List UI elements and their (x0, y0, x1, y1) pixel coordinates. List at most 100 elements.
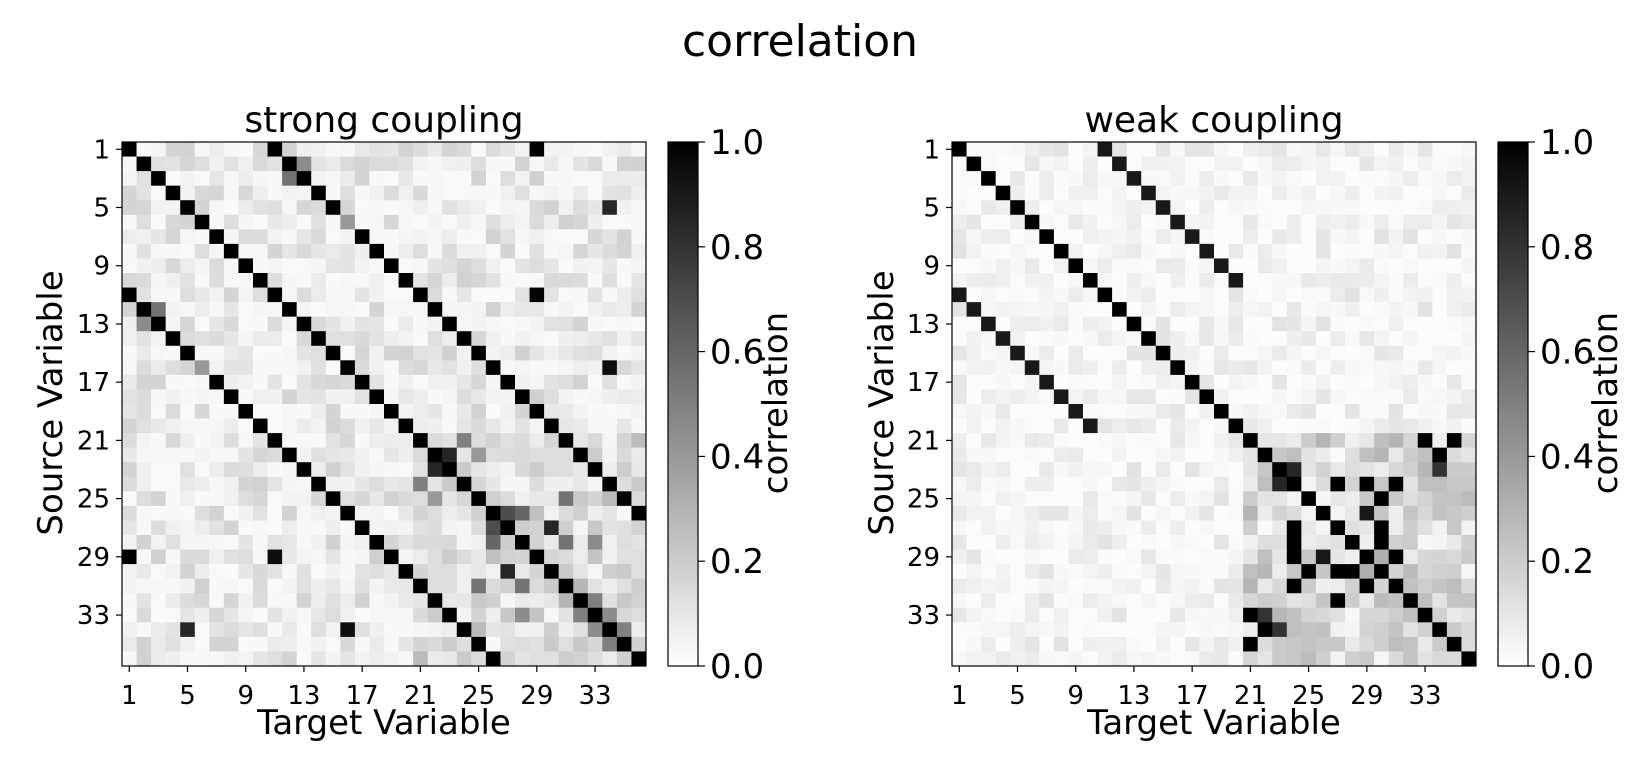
heatmap-cell-r12-c22 (1257, 302, 1273, 317)
heatmap-cell-r18-c6 (1024, 389, 1040, 405)
heatmap-cell-r22-c9 (238, 447, 254, 463)
heatmap-cell-r10-c17 (354, 273, 370, 288)
heatmap-cell-r14-c36 (631, 331, 647, 347)
heatmap-cell-r10-c7 (209, 273, 225, 288)
heatmap-cell-r30-c22 (427, 564, 443, 579)
heatmap-cell-r34-c16 (1170, 622, 1186, 638)
heatmap-cell-r15-c6 (194, 345, 210, 361)
heatmap-cell-r26-c25 (1301, 505, 1317, 521)
heatmap-cell-r36-c25 (1301, 651, 1317, 667)
heatmap-cell-r7-c31 (1388, 229, 1404, 245)
heatmap-cell-r4-c36 (631, 185, 647, 201)
heatmap-cell-r31-c13 (1126, 578, 1142, 594)
heatmap-cell-r33-c4 (165, 607, 181, 623)
heatmap-cell-r31-c13 (296, 578, 312, 594)
heatmap-cell-r8-c7 (209, 243, 225, 259)
heatmap-cell-r31-c27 (500, 578, 516, 594)
heatmap-cell-r9-c26 (1315, 258, 1331, 274)
heatmap-cell-r8-c4 (995, 243, 1011, 259)
heatmap-cell-r13-c15 (1155, 316, 1171, 332)
heatmap-cell-r31-c28 (515, 578, 530, 594)
heatmap-cell-r32-c32 (1403, 593, 1419, 609)
heatmap-cell-r18-c16 (340, 389, 356, 405)
heatmap-cell-r35-c4 (995, 636, 1011, 652)
heatmap-cell-r13-c3 (151, 316, 166, 332)
heatmap-cell-r7-c20 (398, 229, 414, 245)
heatmap-cell-r1-c27 (1330, 142, 1346, 157)
heatmap-cell-r30-c23 (1272, 564, 1288, 579)
heatmap-cell-r33-c3 (981, 607, 996, 623)
heatmap-cell-r12-c33 (587, 302, 603, 317)
heatmap-cell-r7-c2 (966, 229, 982, 245)
heatmap-cell-r10-c1 (952, 273, 967, 288)
heatmap-cell-r8-c6 (194, 243, 210, 259)
heatmap-cell-r6-c31 (558, 214, 574, 230)
heatmap-cell-r24-c7 (209, 476, 225, 492)
heatmap-cell-r28-c25 (471, 535, 487, 550)
heatmap-cell-r5-c19 (1214, 200, 1229, 216)
heatmap-cell-r29-c17 (354, 549, 370, 565)
heatmap-cell-r30-c19 (384, 564, 399, 579)
heatmap-cell-r28-c31 (558, 535, 574, 550)
heatmap-cell-r10-c13 (1126, 273, 1142, 288)
heatmap-cell-r35-c9 (238, 636, 254, 652)
heatmap-cell-r15-c29 (529, 345, 545, 361)
heatmap-cell-r29-c18 (369, 549, 385, 565)
heatmap-cell-r26-c31 (1388, 505, 1404, 521)
heatmap-cell-r34-c28 (1345, 622, 1360, 638)
heatmap-cell-r6-c18 (369, 214, 385, 230)
heatmap-cell-r34-c16 (340, 622, 356, 638)
y-tick-label: 29 (77, 543, 110, 573)
heatmap-cell-r19-c19 (384, 404, 399, 419)
heatmap-cell-r34-c23 (442, 622, 458, 638)
heatmap-cell-r36-c10 (253, 651, 268, 667)
heatmap-cell-r1-c25 (471, 142, 487, 157)
heatmap-cell-r14-c7 (209, 331, 225, 347)
heatmap-cell-r14-c25 (1301, 331, 1317, 347)
heatmap-cell-r32-c23 (1272, 593, 1288, 609)
heatmap-cell-r31-c18 (1199, 578, 1215, 594)
heatmap-cell-r3-c30 (544, 171, 559, 186)
heatmap-cell-r5-c31 (558, 200, 574, 216)
heatmap-cell-r25-c31 (1388, 491, 1404, 507)
heatmap-cell-r9-c16 (340, 258, 356, 274)
heatmap-cell-r14-c33 (587, 331, 603, 347)
heatmap-cell-r25-c15 (1155, 491, 1171, 507)
heatmap-cell-r14-c28 (515, 331, 530, 347)
heatmap-cell-r15-c13 (1126, 345, 1142, 361)
heatmap-cell-r28-c13 (1126, 535, 1142, 550)
heatmap-cell-r16-c21 (413, 360, 428, 376)
heatmap-cell-r11-c20 (398, 287, 414, 303)
heatmap-cell-r32-c12 (1112, 593, 1127, 609)
heatmap-cell-r1-c26 (485, 142, 501, 157)
heatmap-cell-r26-c36 (1461, 505, 1477, 521)
heatmap-cell-r12-c30 (1374, 302, 1389, 317)
heatmap-cell-r27-c29 (1359, 520, 1375, 536)
heatmap-cell-r23-c36 (631, 462, 647, 478)
heatmap-cell-r29-c32 (1403, 549, 1419, 565)
heatmap-cell-r34-c6 (1024, 622, 1040, 638)
heatmap-cell-r22-c20 (398, 447, 414, 463)
heatmap-cell-r25-c24 (456, 491, 472, 507)
colorbar-gradient (1497, 141, 1529, 667)
heatmap-cell-r24-c33 (1417, 476, 1433, 492)
heatmap-cell-r28-c16 (1170, 535, 1186, 550)
heatmap-cell-r30-c31 (558, 564, 574, 579)
heatmap-cell-r33-c25 (1301, 607, 1317, 623)
heatmap-cell-r9-c32 (1403, 258, 1419, 274)
heatmap-cell-r30-c13 (296, 564, 312, 579)
heatmap-cell-r27-c4 (995, 520, 1011, 536)
heatmap-cell-r20-c29 (529, 418, 545, 434)
heatmap-cell-r8-c26 (485, 243, 501, 259)
heatmap-cell-r32-c24 (1286, 593, 1302, 609)
heatmap-cell-r24-c16 (1170, 476, 1186, 492)
y-tick-label: 25 (907, 485, 940, 515)
heatmap-cell-r22-c23 (442, 447, 458, 463)
heatmap-cell-r31-c12 (282, 578, 297, 594)
heatmap-cell-r29-c26 (485, 549, 501, 565)
heatmap-cell-r8-c20 (398, 243, 414, 259)
heatmap-cell-r28-c12 (1112, 535, 1127, 550)
heatmap-cell-r14-c32 (573, 331, 589, 347)
heatmap-cell-r24-c9 (1068, 476, 1084, 492)
heatmap-cell-r28-c21 (413, 535, 428, 550)
